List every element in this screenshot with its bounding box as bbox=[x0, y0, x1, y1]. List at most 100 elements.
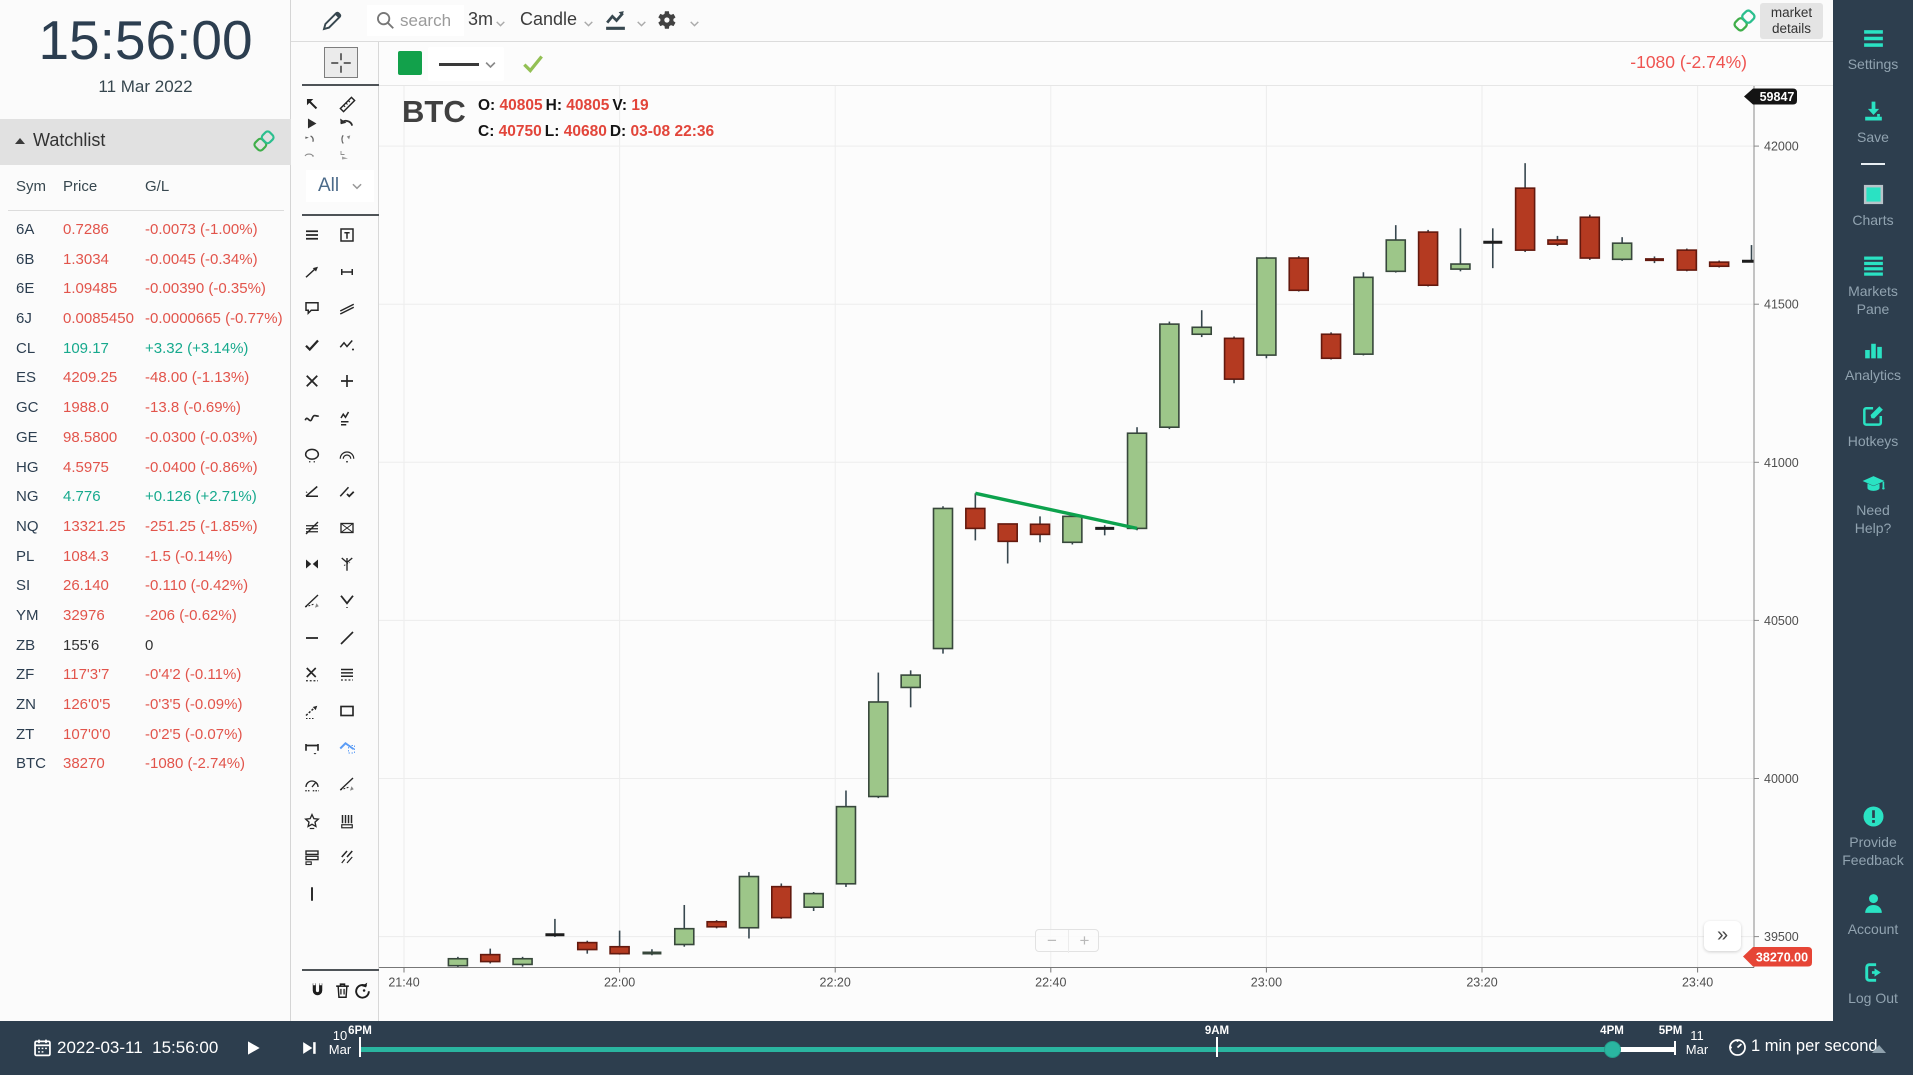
sidebar-item-markets-pane[interactable]: Markets Pane bbox=[1833, 253, 1913, 318]
caret-up-icon[interactable] bbox=[1872, 1045, 1886, 1053]
chevron-down-icon[interactable] bbox=[688, 17, 701, 30]
symbol-cell[interactable]: SI bbox=[16, 577, 31, 595]
undo-arc-icon[interactable] bbox=[338, 115, 372, 132]
tool-menu-icon[interactable] bbox=[303, 226, 337, 244]
sidebar-item-account[interactable]: Account bbox=[1833, 891, 1913, 938]
tool-arrow-down-v-icon[interactable] bbox=[338, 592, 372, 610]
chart-style-selector[interactable]: Candle bbox=[520, 9, 578, 29]
tool-zigzag-icon[interactable] bbox=[338, 336, 372, 354]
watchlist-row-YM[interactable]: YM 32976 -206 (-0.62%) bbox=[0, 600, 291, 630]
cursor-arrow-icon[interactable] bbox=[303, 95, 337, 114]
paren-curve-icon[interactable] bbox=[338, 133, 372, 147]
sidebar-item-save[interactable]: Save bbox=[1833, 99, 1913, 146]
ruler-icon[interactable] bbox=[338, 95, 372, 114]
trash-icon[interactable] bbox=[333, 981, 355, 1000]
color-swatch[interactable] bbox=[398, 51, 422, 75]
sidebar-item-logout[interactable]: Log Out bbox=[1833, 960, 1913, 1007]
watchlist-row-ZN[interactable]: ZN 126'0'5 -0'3'5 (-0.09%) bbox=[0, 689, 291, 719]
watchlist-row-GE[interactable]: GE 98.5800 -0.0300 (-0.03%) bbox=[0, 422, 291, 452]
flag-curve-icon[interactable] bbox=[303, 133, 337, 147]
watchlist-header[interactable]: Watchlist bbox=[0, 119, 291, 165]
sidebar-item-provide-feedback[interactable]: Provide Feedback bbox=[1833, 804, 1913, 869]
symbol-cell[interactable]: ZN bbox=[16, 696, 36, 713]
column-header-gl[interactable]: G/L bbox=[145, 178, 170, 195]
crosshair-tool-button[interactable] bbox=[324, 47, 358, 78]
tool-ellipse-icon[interactable] bbox=[303, 446, 337, 464]
watchlist-row-6B[interactable]: 6B 1.3034 -0.0045 (-0.34%) bbox=[0, 244, 291, 274]
sidebar-item-hotkeys[interactable]: Hotkeys bbox=[1833, 403, 1913, 450]
watchlist-row-6J[interactable]: 6J 0.0085450 -0.0000665 (-0.77%) bbox=[0, 303, 291, 333]
arc-dash-icon[interactable] bbox=[303, 149, 337, 161]
watchlist-row-PL[interactable]: PL 1084.3 -1.5 (-0.14%) bbox=[0, 541, 291, 571]
tool-pitchfork-icon[interactable] bbox=[338, 555, 372, 573]
tool-forecast-icon[interactable] bbox=[338, 482, 372, 500]
watchlist-row-ES[interactable]: ES 4209.25 -48.00 (-1.13%) bbox=[0, 362, 291, 392]
confirm-check-icon[interactable] bbox=[520, 50, 546, 76]
watchlist-row-NQ[interactable]: NQ 13321.25 -251.25 (-1.85%) bbox=[0, 511, 291, 541]
column-header-sym[interactable]: Sym bbox=[16, 178, 46, 195]
tool-rectangle-icon[interactable] bbox=[338, 702, 372, 720]
symbol-cell[interactable]: BTC bbox=[16, 755, 46, 773]
tool-poly-path-icon[interactable] bbox=[303, 592, 337, 610]
tool-trend-line-icon[interactable] bbox=[303, 263, 337, 281]
tool-fib-angle-icon[interactable] bbox=[303, 482, 337, 500]
symbol-cell[interactable]: ZB bbox=[16, 636, 36, 654]
watchlist-row-SI[interactable]: SI 26.140 -0.110 (-0.42%) bbox=[0, 570, 291, 600]
chart-canvas[interactable]: 42000 41500 41000 40500 40000 39500 21:40 22:00… bbox=[379, 86, 1833, 1021]
watchlist-row-6A[interactable]: 6A 0.7286 -0.0073 (-1.00%) bbox=[0, 214, 291, 244]
tool-vertical-line-icon[interactable] bbox=[303, 885, 337, 903]
watchlist-row-BTC[interactable]: BTC 38270 -1080 (-2.74%) bbox=[0, 748, 291, 778]
caret-up-icon[interactable] bbox=[15, 138, 25, 144]
chevron-down-icon[interactable] bbox=[635, 17, 648, 30]
column-header-price[interactable]: Price bbox=[63, 178, 98, 195]
watchlist-row-NG[interactable]: NG 4.776 +0.126 (+2.71%) bbox=[0, 481, 291, 511]
candlestick-chart[interactable]: 42000 41500 41000 40500 40000 39500 21:40 22:00… bbox=[379, 86, 1833, 1021]
watchlist-row-CL[interactable]: CL 109.17 +3.32 (+3.14%) bbox=[0, 333, 291, 363]
timeline-knob[interactable] bbox=[1603, 1040, 1621, 1058]
tool-volume-bars-icon[interactable] bbox=[338, 812, 372, 830]
timeline-remaining[interactable] bbox=[1612, 1046, 1675, 1052]
watchlist-row-6E[interactable]: 6E 1.09485 -0.00390 (-0.35%) bbox=[0, 273, 291, 303]
replay-speed-label[interactable]: 1 min per second bbox=[1751, 1037, 1878, 1055]
symbol-cell[interactable]: ZF bbox=[16, 666, 35, 684]
line-style-select[interactable] bbox=[428, 47, 504, 81]
symbol-cell[interactable]: PL bbox=[16, 547, 35, 565]
sidebar-item-settings[interactable]: Settings bbox=[1833, 26, 1913, 73]
tool-elliott-wave-icon[interactable] bbox=[338, 409, 372, 427]
tool-filter-select[interactable]: All bbox=[306, 170, 374, 202]
chain-link-icon[interactable] bbox=[1733, 9, 1756, 32]
symbol-cell[interactable]: ES bbox=[16, 369, 37, 387]
tool-fib-arc-icon[interactable] bbox=[338, 446, 372, 464]
tool-horizontal-line-icon[interactable] bbox=[338, 263, 372, 281]
symbol-cell[interactable]: ZT bbox=[16, 725, 35, 743]
tool-cross-line-icon[interactable] bbox=[338, 372, 372, 390]
calendar-icon[interactable] bbox=[32, 1037, 53, 1058]
tool-polyline-active-icon[interactable] bbox=[338, 738, 372, 756]
speed-clock-icon[interactable] bbox=[1727, 1037, 1748, 1058]
search-input[interactable]: search bbox=[367, 5, 464, 36]
tool-gann-fan-icon[interactable] bbox=[303, 519, 337, 537]
tool-x-dotted-icon[interactable] bbox=[303, 665, 337, 683]
tool-triangle-pattern-icon[interactable] bbox=[303, 555, 337, 573]
symbol-cell[interactable]: CL bbox=[16, 339, 36, 357]
tool-arrow-marked-icon[interactable] bbox=[303, 702, 337, 720]
tool-notes-icon[interactable] bbox=[303, 848, 337, 866]
chain-link-icon[interactable] bbox=[253, 130, 275, 152]
symbol-cell[interactable]: 6A bbox=[16, 221, 35, 238]
corner-step-icon[interactable] bbox=[338, 149, 372, 161]
tool-star-icon[interactable] bbox=[303, 812, 337, 830]
symbol-cell[interactable]: HG bbox=[16, 458, 39, 476]
sidebar-item-analytics[interactable]: Analytics bbox=[1833, 337, 1913, 384]
symbol-cell[interactable]: 6E bbox=[16, 280, 35, 298]
tool-horizontal-dash-icon[interactable] bbox=[303, 629, 337, 647]
tool-gauge-icon[interactable] bbox=[303, 775, 337, 793]
tool-callout-icon[interactable] bbox=[303, 299, 337, 317]
symbol-cell[interactable]: YM bbox=[16, 606, 39, 624]
symbol-cell[interactable]: NQ bbox=[16, 517, 39, 535]
symbol-cell[interactable]: GE bbox=[16, 428, 38, 446]
pencil-icon[interactable] bbox=[320, 9, 344, 33]
play-triangle-icon[interactable] bbox=[303, 115, 337, 132]
chevron-down-icon[interactable] bbox=[494, 17, 507, 30]
gear-icon[interactable] bbox=[654, 8, 678, 32]
market-details-button[interactable]: market details bbox=[1760, 3, 1823, 39]
